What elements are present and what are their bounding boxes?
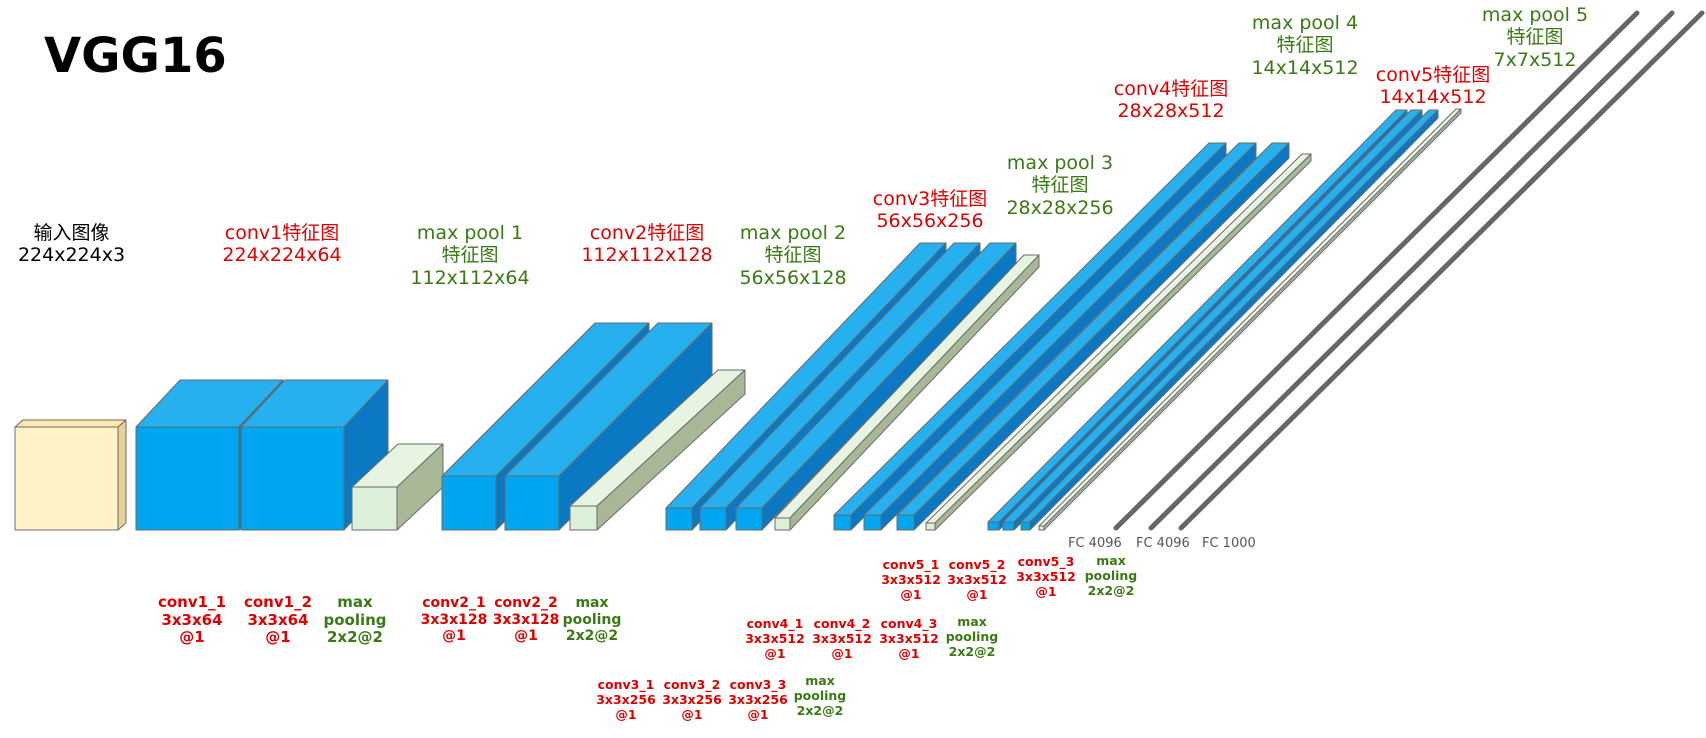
input-image-block-top [14,419,127,428]
fc1-label: FC 4096 [1068,536,1122,551]
conv1_2-label: conv1_2 3x3x64 @1 [243,593,313,647]
pool5-label: max pooling 2x2@2 [1084,553,1138,598]
conv4_3-block-front [896,514,915,531]
conv4_2-label: conv4_2 3x3x512 @1 [812,616,872,661]
conv2-feature-label: conv2特征图 112x112x128 [581,222,713,267]
conv4_3-label: conv4_3 3x3x512 @1 [879,616,939,661]
conv2_2-block-front [504,475,560,531]
pool4-block-front [925,522,936,531]
fc3-label: FC 1000 [1202,536,1256,551]
conv5_2-block-front [1002,521,1015,531]
pool5-block-front [1038,525,1045,531]
pool4-feature-label: max pool 4 特征图 14x14x512 [1251,12,1359,79]
conv1_1-label: conv1_1 3x3x64 @1 [157,593,227,647]
conv1_2-block-front [240,426,345,531]
pool1-block-front [351,486,398,531]
pool1-feature-label: max pool 1 特征图 112x112x64 [410,222,530,289]
pool3-label: max pooling 2x2@2 [793,673,847,718]
fc2-line [1148,10,1675,531]
conv4_1-label: conv4_1 3x3x512 @1 [745,616,805,661]
pool1-label: max pooling 2x2@2 [323,593,387,647]
conv2_1-label: conv2_1 3x3x128 @1 [420,595,488,645]
conv1-feature-label: conv1特征图 224x224x64 [222,222,342,267]
pool2-label: max pooling 2x2@2 [562,595,622,645]
pool3-feature-label: max pool 3 特征图 28x28x256 [1006,152,1114,219]
pool4-label: max pooling 2x2@2 [945,614,999,659]
conv3_2-label: conv3_2 3x3x256 @1 [662,677,722,722]
conv4_2-block-front [863,514,882,531]
conv4-feature-label: conv4特征图 28x28x512 [1113,78,1229,123]
fc2-label: FC 4096 [1136,536,1190,551]
pool2-block-front [569,505,598,531]
conv3-feature-label: conv3特征图 56x56x256 [872,188,988,233]
conv5_1-block-front [987,521,1000,531]
pool5-feature-label: max pool 5 特征图 7x7x512 [1481,4,1589,71]
conv2_1-block-front [441,475,497,531]
diagram-title: VGG16 [44,28,227,84]
conv5_3-block-front [1020,521,1031,531]
pool2-feature-label: max pool 2 特征图 56x56x128 [739,222,847,289]
conv5_3-label: conv5_3 3x3x512 @1 [1016,554,1076,599]
fc1-line [1113,10,1640,531]
input-image-block-side [117,419,127,531]
conv3_3-block-front [735,507,763,531]
pool3-block-front [774,517,791,531]
conv5_2-label: conv5_2 3x3x512 @1 [947,557,1007,602]
conv5-feature-label: conv5特征图 14x14x512 [1375,64,1491,109]
conv3_1-block-front [665,507,693,531]
conv3_3-label: conv3_3 3x3x256 @1 [728,677,788,722]
input-image-block-front [14,426,119,531]
conv1_1-block-front [135,426,240,531]
conv2_2-label: conv2_2 3x3x128 @1 [492,595,560,645]
conv3_1-label: conv3_1 3x3x256 @1 [596,677,656,722]
fc3-line [1178,10,1705,531]
conv5_1-label: conv5_1 3x3x512 @1 [881,557,941,602]
conv4_1-block-front [833,514,852,531]
input-label: 输入图像 224x224x3 [17,222,126,267]
conv3_2-block-front [699,507,727,531]
